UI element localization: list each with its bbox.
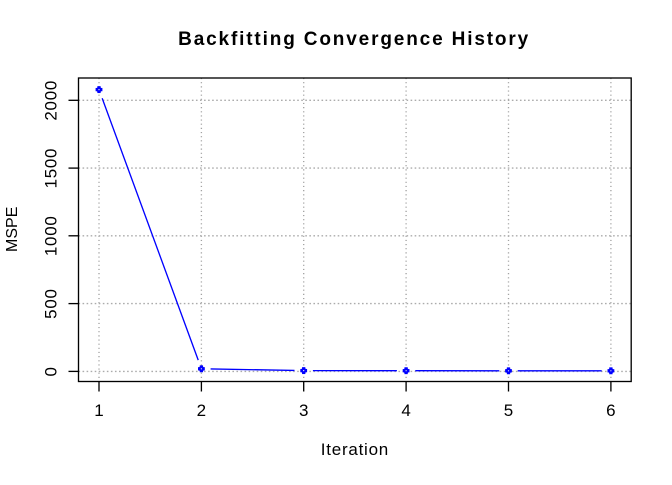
svg-text:1000: 1000 (42, 215, 61, 256)
svg-text:Backfitting Convergence Histor: Backfitting Convergence History (178, 29, 530, 50)
svg-text:Iteration: Iteration (321, 440, 389, 459)
svg-text:4: 4 (401, 401, 410, 420)
svg-text:6: 6 (606, 401, 615, 420)
svg-text:1500: 1500 (42, 148, 61, 189)
svg-text:1: 1 (94, 401, 103, 420)
svg-text:3: 3 (299, 401, 308, 420)
svg-text:MSPE: MSPE (4, 207, 21, 252)
svg-text:2: 2 (197, 401, 206, 420)
svg-text:2000: 2000 (42, 80, 61, 121)
svg-text:5: 5 (504, 401, 513, 420)
svg-text:500: 500 (42, 288, 61, 318)
svg-text:0: 0 (42, 366, 61, 376)
